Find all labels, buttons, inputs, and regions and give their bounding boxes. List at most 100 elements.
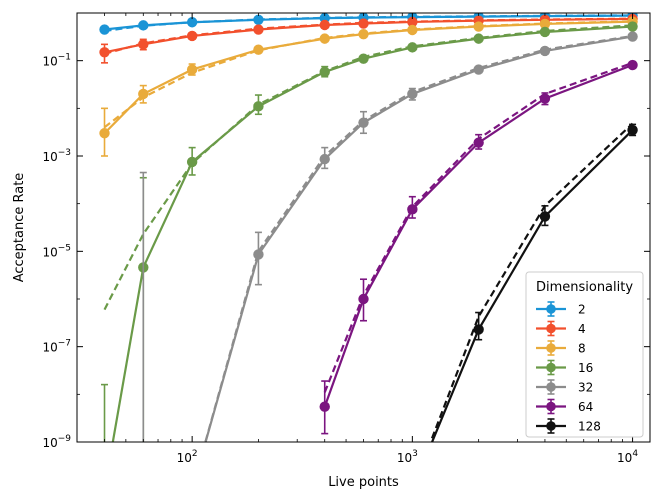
data-point bbox=[138, 39, 149, 50]
measured-line-4 bbox=[104, 17, 633, 54]
y-axis-title: Acceptance Rate bbox=[12, 173, 27, 283]
y-tick-label: 10−5 bbox=[42, 243, 71, 259]
data-point bbox=[407, 204, 418, 215]
data-point bbox=[253, 24, 264, 35]
x-tick-label: 102 bbox=[177, 449, 198, 465]
y-tick-exponent: −5 bbox=[58, 243, 71, 253]
x-tick-exponent: 4 bbox=[632, 449, 638, 459]
data-point bbox=[186, 30, 198, 42]
x-tick-exponent: 2 bbox=[192, 449, 198, 459]
data-point bbox=[253, 14, 264, 26]
data-point bbox=[186, 17, 198, 28]
measured-line-128 bbox=[430, 129, 634, 442]
x-tick-base: 10 bbox=[617, 451, 632, 465]
data-point bbox=[627, 21, 638, 32]
legend-marker bbox=[546, 421, 556, 431]
x-tick-base: 10 bbox=[177, 451, 192, 465]
legend-marker bbox=[546, 382, 556, 392]
y-tick-base: 10 bbox=[42, 55, 57, 69]
x-tick-label: 103 bbox=[397, 449, 418, 465]
y-tick-base: 10 bbox=[42, 436, 57, 450]
data-point bbox=[186, 156, 198, 168]
legend-marker bbox=[546, 362, 556, 373]
y-tick-exponent: −3 bbox=[58, 148, 71, 158]
data-point bbox=[319, 153, 330, 165]
data-point bbox=[407, 16, 418, 28]
data-point bbox=[358, 28, 369, 40]
data-point bbox=[473, 21, 484, 32]
data-point bbox=[99, 128, 110, 139]
series-64 bbox=[319, 59, 638, 435]
y-tick-exponent: −7 bbox=[58, 339, 71, 349]
legend-label-2: 2 bbox=[578, 303, 586, 317]
model-line-64 bbox=[323, 61, 633, 393]
measured-line-16 bbox=[111, 25, 633, 442]
data-point bbox=[407, 42, 418, 53]
x-tick-exponent: 3 bbox=[412, 449, 418, 459]
y-tick-base: 10 bbox=[42, 245, 57, 259]
y-tick-base: 10 bbox=[42, 150, 57, 164]
y-tick-label: 10−9 bbox=[42, 434, 71, 450]
data-point bbox=[627, 124, 638, 136]
data-point bbox=[627, 31, 638, 42]
x-axis-title: Live points bbox=[328, 475, 399, 490]
data-point bbox=[539, 18, 551, 30]
y-tick-label: 10−1 bbox=[42, 53, 71, 69]
data-point bbox=[358, 18, 369, 29]
legend-box bbox=[525, 271, 644, 438]
data-point bbox=[539, 93, 551, 104]
data-point bbox=[473, 137, 484, 148]
data-point bbox=[407, 88, 418, 100]
data-point bbox=[319, 19, 330, 31]
legend-marker bbox=[546, 323, 556, 334]
legend-label-4: 4 bbox=[578, 322, 586, 336]
legend-marker bbox=[546, 304, 556, 314]
legend: Dimensionality 2 4 8 16 32 64 128 bbox=[525, 271, 644, 438]
legend-marker bbox=[546, 343, 556, 353]
data-point bbox=[539, 211, 551, 222]
data-point bbox=[253, 249, 264, 260]
y-tick-exponent: −1 bbox=[58, 53, 71, 63]
data-point bbox=[627, 59, 638, 71]
y-tick-label: 10−3 bbox=[42, 148, 71, 164]
data-point bbox=[407, 24, 418, 36]
y-tick-label: 10−7 bbox=[42, 339, 71, 355]
legend-marker bbox=[546, 401, 556, 412]
measured-line-2 bbox=[104, 14, 633, 31]
legend-label-64: 64 bbox=[578, 400, 593, 414]
data-point bbox=[473, 64, 484, 75]
data-point bbox=[319, 33, 330, 44]
x-tick-base: 10 bbox=[397, 451, 412, 465]
measured-line-8 bbox=[103, 20, 633, 135]
data-point bbox=[539, 26, 551, 38]
series-4 bbox=[99, 13, 638, 64]
y-tick-exponent: −9 bbox=[58, 434, 72, 444]
legend-label-16: 16 bbox=[578, 361, 593, 375]
legend-title: Dimensionality bbox=[536, 280, 633, 295]
series-32 bbox=[139, 31, 638, 442]
series-layer bbox=[99, 13, 638, 442]
data-point bbox=[473, 33, 484, 44]
data-point bbox=[319, 401, 330, 412]
data-point bbox=[138, 20, 149, 31]
x-tick-label: 104 bbox=[617, 449, 638, 465]
data-point bbox=[473, 324, 484, 335]
data-point bbox=[358, 53, 369, 64]
data-point bbox=[99, 24, 110, 35]
y-tick-base: 10 bbox=[42, 341, 57, 355]
data-point bbox=[99, 47, 110, 58]
model-line-16 bbox=[103, 24, 633, 311]
data-point bbox=[186, 64, 198, 75]
data-point bbox=[138, 88, 149, 100]
data-point bbox=[358, 293, 369, 305]
series-8 bbox=[99, 16, 638, 157]
series-128 bbox=[429, 122, 638, 442]
measured-line-64 bbox=[323, 64, 633, 408]
model-line-128 bbox=[429, 122, 634, 442]
data-point bbox=[253, 44, 264, 55]
data-point bbox=[319, 66, 330, 78]
data-point bbox=[539, 45, 551, 57]
data-point bbox=[253, 101, 264, 112]
